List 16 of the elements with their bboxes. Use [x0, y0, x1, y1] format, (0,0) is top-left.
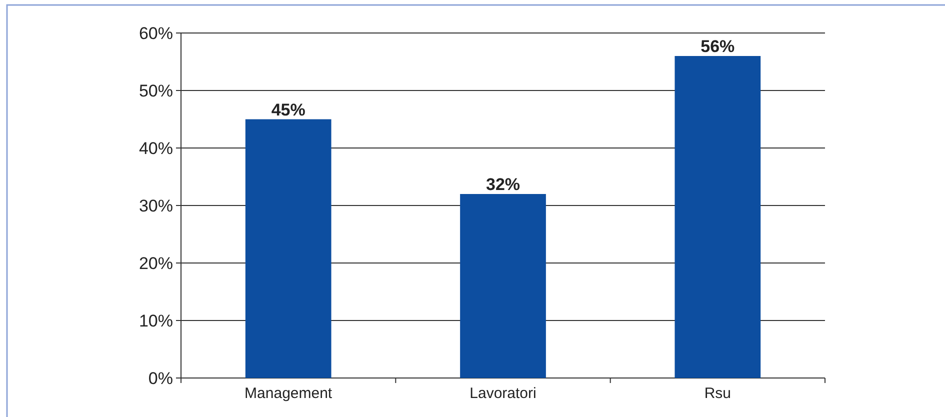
- y-tick-label: 60%: [138, 24, 173, 43]
- y-tick-label: 30%: [138, 196, 173, 216]
- x-tick-label: Lavoratori: [470, 385, 536, 402]
- x-tick-label: Rsu: [704, 385, 732, 402]
- bar: [460, 194, 546, 378]
- y-tick-label: 40%: [138, 138, 173, 158]
- y-tick-label: 0%: [148, 368, 173, 388]
- data-label: 45%: [271, 100, 306, 120]
- bar: [245, 119, 332, 378]
- y-tick-label: 20%: [138, 254, 173, 273]
- bar: [674, 56, 761, 378]
- x-tick-label: Management: [244, 385, 333, 402]
- data-label: 32%: [486, 175, 520, 194]
- y-tick-label: 10%: [138, 311, 173, 330]
- data-label: 56%: [700, 37, 735, 56]
- y-tick-label: 50%: [138, 81, 173, 100]
